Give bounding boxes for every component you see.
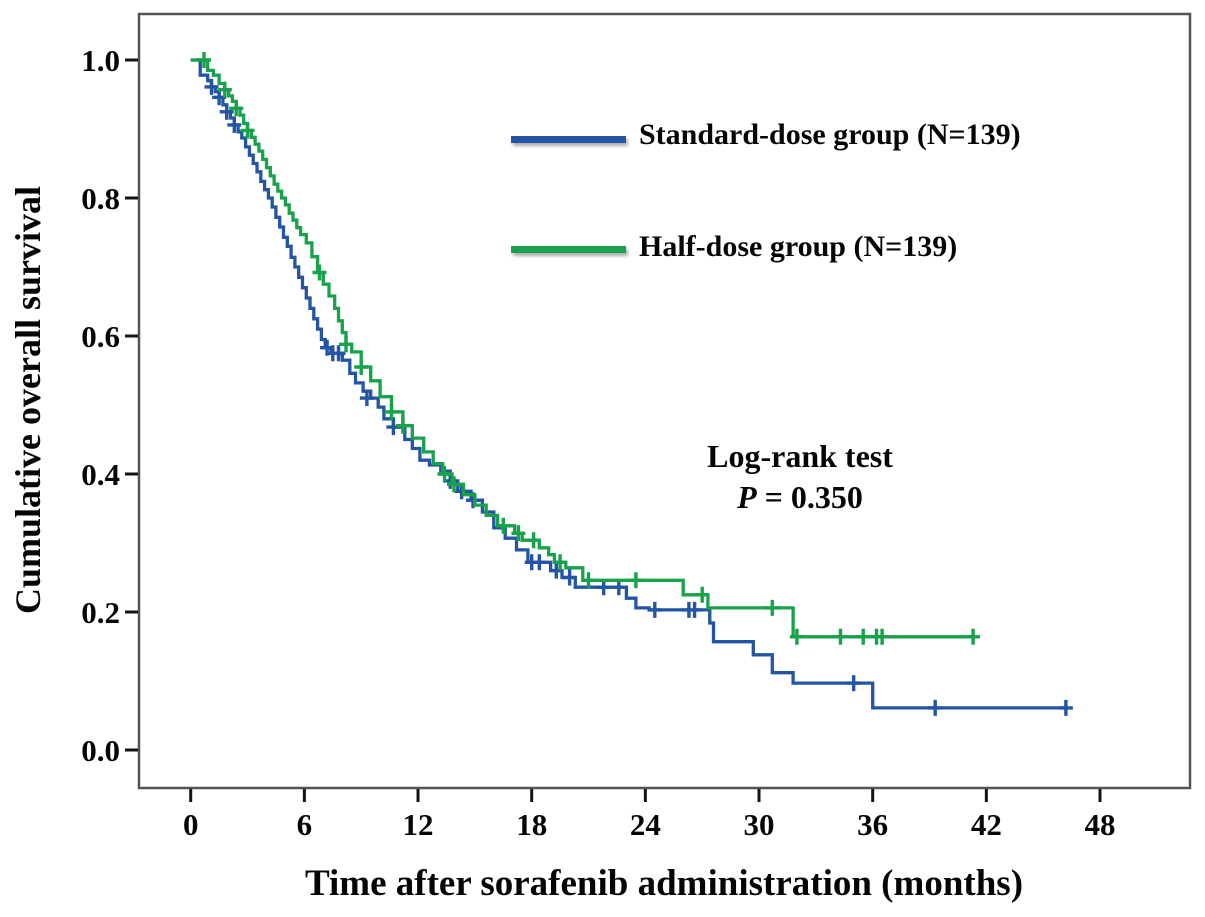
- x-tick-label: 48: [1085, 807, 1116, 842]
- y-tick-label: 1.0: [81, 43, 120, 78]
- y-tick-label: 0.8: [81, 181, 120, 216]
- p-symbol: P: [737, 479, 757, 515]
- standard-dose-censor-marks: [204, 78, 1073, 716]
- log-rank-annotation: Log-rank test P = 0.350: [707, 436, 893, 518]
- x-axis-title: Time after sorafenib administration (mon…: [304, 863, 1024, 904]
- p-value-text: = 0.350: [756, 479, 863, 515]
- x-tick-label: 6: [297, 807, 313, 842]
- x-tick-label: 0: [183, 807, 199, 842]
- x-tick-label: 24: [630, 807, 661, 842]
- plot-frame: [137, 12, 1192, 790]
- legend-line-standard-dose: [511, 136, 626, 143]
- log-rank-test-label: Log-rank test: [707, 438, 893, 474]
- y-tick-label: 0.6: [81, 319, 120, 354]
- y-tick-label: 0.4: [81, 457, 120, 492]
- p-value-line: P = 0.350: [707, 477, 893, 518]
- x-tick-label: 18: [516, 807, 547, 842]
- y-tick-label: 0.0: [81, 733, 120, 768]
- x-tick-label: 30: [744, 807, 775, 842]
- y-tick-label: 0.2: [81, 595, 120, 630]
- half-dose-censor-marks: [197, 52, 981, 645]
- y-axis-title: Cumulative overall survival: [8, 186, 48, 614]
- x-tick-label: 12: [403, 807, 434, 842]
- x-tick-label: 42: [971, 807, 1002, 842]
- x-tick-label: 36: [857, 807, 888, 842]
- legend-line-half-dose: [511, 246, 626, 253]
- legend-label-standard-dose: Standard-dose group (N=139): [639, 118, 1021, 151]
- legend-label-half-dose: Half-dose group (N=139): [639, 230, 958, 263]
- standard-dose-curve: [190, 58, 1066, 710]
